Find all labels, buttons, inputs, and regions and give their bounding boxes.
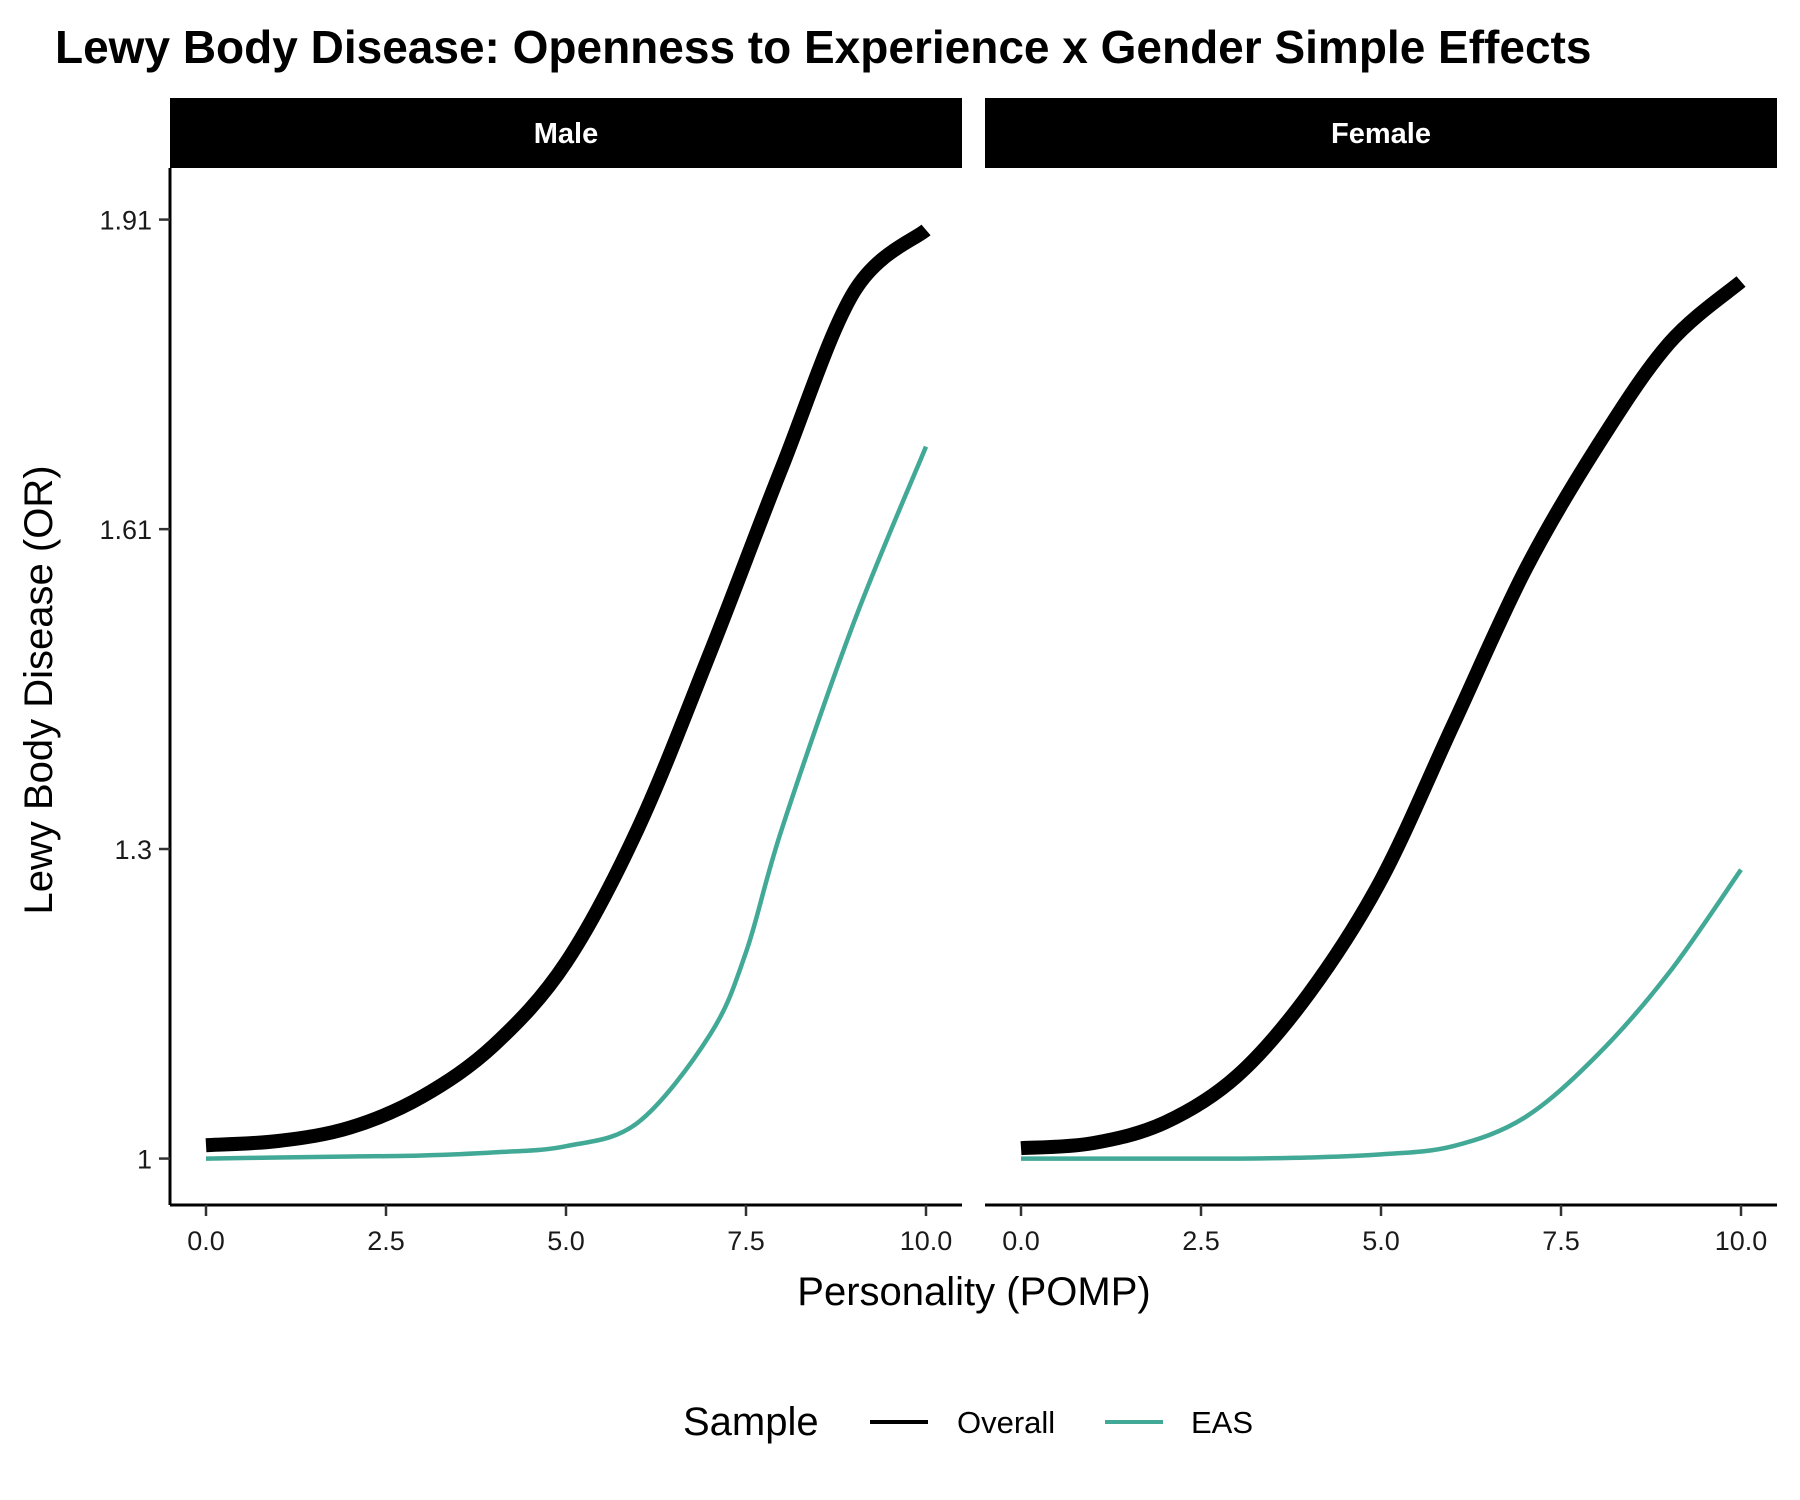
y-tick-label: 1.61 [99,515,152,545]
chart-title: Lewy Body Disease: Openness to Experienc… [55,21,1591,73]
y-tick-label: 1 [137,1145,152,1175]
series-line-overall-female [1020,276,1746,1156]
x-tick-label: 7.5 [1542,1226,1580,1256]
facet-strip-female [985,98,1777,168]
x-tick-label: 10.0 [1715,1226,1768,1256]
x-tick-label: 5.0 [1362,1226,1400,1256]
facet-strip-label: Female [1331,118,1431,150]
x-tick-label: 10.0 [900,1226,953,1256]
legend-title: Sample [683,1400,819,1444]
y-axis-label: Lewy Body Disease (OR) [17,465,61,914]
legend-items: Overall EAS [870,1405,1253,1440]
x-tick-label: 2.5 [1182,1226,1220,1256]
y-tick-label: 1.3 [114,835,152,865]
facet-panels: Male 0.0 2.5 5.0 7.5 10.0 1 1.3 1.61 1.91 Female 0.… [99,98,1777,1256]
x-axis-label: Personality (POMP) [797,1270,1150,1314]
facet-male: Male 0.0 2.5 5.0 7.5 10.0 1 1.3 1.61 1.91 [99,98,962,1256]
y-tick-label: 1.91 [99,206,152,236]
legend-label-eas: EAS [1191,1405,1253,1440]
legend-label-overall: Overall [957,1405,1055,1440]
series-line-eas-female [1021,868,1743,1161]
x-tick-label: 0.0 [1002,1226,1040,1256]
facet-strip-label: Male [534,118,598,150]
x-tick-label: 7.5 [727,1226,765,1256]
legend: Sample Overall EAS [683,1400,1253,1444]
x-tick-label: 0.0 [187,1226,225,1256]
x-tick-label: 5.0 [547,1226,585,1256]
series-line-eas-male [205,445,929,1161]
facet-female: Female 0.0 2.5 5.0 7.5 10.0 [985,98,1777,1256]
series-line-overall-male [205,224,931,1153]
facet-strip-male [170,98,962,168]
x-tick-label: 2.5 [367,1226,405,1256]
